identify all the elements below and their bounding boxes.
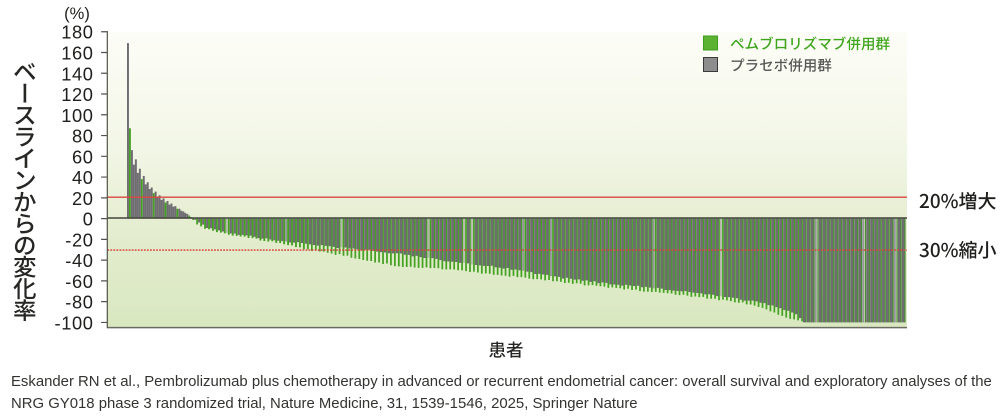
svg-text:80: 80 bbox=[72, 126, 94, 147]
svg-text:60: 60 bbox=[72, 146, 94, 167]
svg-text:120: 120 bbox=[61, 84, 93, 105]
svg-text:180: 180 bbox=[61, 22, 93, 43]
svg-text:160: 160 bbox=[61, 43, 93, 64]
svg-text:-20: -20 bbox=[65, 229, 93, 250]
svg-text:140: 140 bbox=[61, 63, 93, 84]
svg-text:100: 100 bbox=[61, 105, 93, 126]
svg-text:-60: -60 bbox=[65, 271, 93, 292]
svg-text:(%): (%) bbox=[64, 5, 90, 23]
svg-text:-40: -40 bbox=[65, 250, 93, 271]
svg-text:-100: -100 bbox=[55, 312, 94, 333]
svg-text:40: 40 bbox=[72, 167, 94, 188]
svg-text:20: 20 bbox=[72, 188, 94, 209]
svg-text:0: 0 bbox=[83, 209, 94, 230]
svg-text:-80: -80 bbox=[65, 292, 93, 313]
